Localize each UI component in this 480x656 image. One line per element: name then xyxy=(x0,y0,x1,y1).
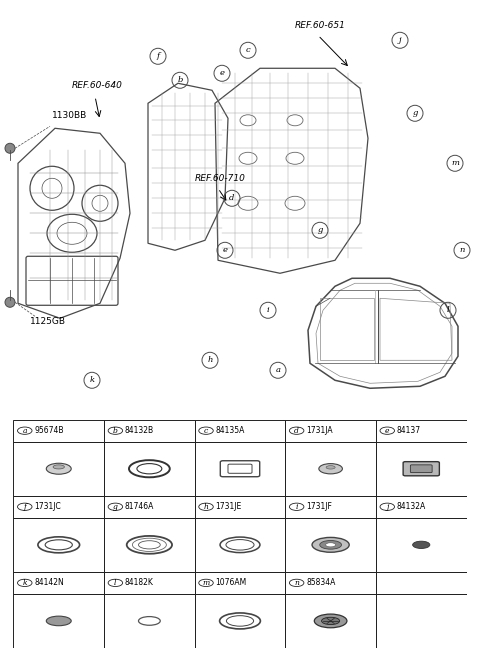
Ellipse shape xyxy=(226,540,254,550)
Text: n: n xyxy=(459,246,465,255)
Text: i: i xyxy=(267,306,269,314)
Bar xyxy=(376,441,467,496)
Ellipse shape xyxy=(322,617,340,625)
Text: 1731JA: 1731JA xyxy=(306,426,333,435)
Text: 1731JC: 1731JC xyxy=(34,502,61,511)
Text: g: g xyxy=(317,226,323,234)
Bar xyxy=(376,518,467,572)
Bar xyxy=(376,420,467,441)
Ellipse shape xyxy=(227,616,253,626)
Text: b: b xyxy=(177,76,183,84)
Text: REF.60-651: REF.60-651 xyxy=(295,21,346,30)
Text: h: h xyxy=(207,356,213,364)
Bar xyxy=(195,518,285,572)
Text: m: m xyxy=(451,159,459,167)
Ellipse shape xyxy=(325,543,336,547)
Ellipse shape xyxy=(53,465,64,469)
Text: c: c xyxy=(246,47,251,54)
Text: REF.60-710: REF.60-710 xyxy=(195,174,246,183)
Text: g: g xyxy=(412,110,418,117)
Text: l: l xyxy=(114,579,117,587)
Text: j: j xyxy=(386,502,388,511)
Circle shape xyxy=(5,297,15,307)
Text: c: c xyxy=(204,426,208,435)
Text: k: k xyxy=(23,579,27,587)
Bar xyxy=(285,441,376,496)
Text: b: b xyxy=(113,426,118,435)
Bar xyxy=(104,420,195,441)
Bar xyxy=(104,518,195,572)
Ellipse shape xyxy=(314,614,347,628)
Text: h: h xyxy=(204,502,208,511)
Bar xyxy=(376,496,467,518)
Bar xyxy=(13,518,104,572)
Text: k: k xyxy=(89,377,95,384)
Text: 84137: 84137 xyxy=(397,426,421,435)
Bar xyxy=(104,572,195,594)
Text: 81746A: 81746A xyxy=(125,502,154,511)
Text: j: j xyxy=(399,36,401,44)
Bar xyxy=(195,496,285,518)
Bar xyxy=(285,496,376,518)
Bar xyxy=(285,518,376,572)
Text: m: m xyxy=(203,579,210,587)
Text: 84132A: 84132A xyxy=(397,502,426,511)
Text: e: e xyxy=(219,70,225,77)
Bar xyxy=(195,594,285,648)
Text: f: f xyxy=(24,502,26,511)
Text: d: d xyxy=(229,194,235,202)
Text: 1125GB: 1125GB xyxy=(30,318,66,326)
Ellipse shape xyxy=(326,466,335,469)
Text: e: e xyxy=(385,426,389,435)
Text: 84182K: 84182K xyxy=(125,579,154,587)
Text: a: a xyxy=(276,366,280,375)
FancyBboxPatch shape xyxy=(403,462,439,476)
Text: 85834A: 85834A xyxy=(306,579,336,587)
Text: l: l xyxy=(447,306,449,314)
Circle shape xyxy=(5,143,15,154)
FancyBboxPatch shape xyxy=(410,465,432,472)
Bar xyxy=(195,420,285,441)
Ellipse shape xyxy=(46,616,71,626)
Text: 1076AM: 1076AM xyxy=(216,579,247,587)
Text: a: a xyxy=(23,426,27,435)
Ellipse shape xyxy=(46,463,71,474)
Ellipse shape xyxy=(45,540,72,550)
Bar xyxy=(104,594,195,648)
Bar xyxy=(285,572,376,594)
Text: REF.60-640: REF.60-640 xyxy=(72,81,123,91)
Bar xyxy=(104,496,195,518)
Text: n: n xyxy=(294,579,299,587)
Bar xyxy=(285,594,376,648)
Ellipse shape xyxy=(413,541,430,548)
Bar xyxy=(376,594,467,648)
Text: 1731JE: 1731JE xyxy=(216,502,242,511)
Ellipse shape xyxy=(320,541,341,549)
Text: e: e xyxy=(223,246,228,255)
Bar xyxy=(285,420,376,441)
Bar xyxy=(13,594,104,648)
Ellipse shape xyxy=(312,537,349,552)
Bar xyxy=(376,572,467,594)
Text: g: g xyxy=(113,502,118,511)
Text: 1731JF: 1731JF xyxy=(306,502,332,511)
Text: i: i xyxy=(295,502,298,511)
Bar xyxy=(195,572,285,594)
Bar xyxy=(13,441,104,496)
Bar xyxy=(13,420,104,441)
Text: f: f xyxy=(156,52,159,60)
Bar xyxy=(13,572,104,594)
Text: 84135A: 84135A xyxy=(216,426,245,435)
Text: 1130BB: 1130BB xyxy=(52,112,87,120)
Text: 95674B: 95674B xyxy=(34,426,64,435)
Ellipse shape xyxy=(139,541,160,549)
Text: 84142N: 84142N xyxy=(34,579,64,587)
Text: d: d xyxy=(294,426,299,435)
Bar xyxy=(104,441,195,496)
Bar xyxy=(195,441,285,496)
Ellipse shape xyxy=(137,464,162,474)
Bar xyxy=(13,496,104,518)
Ellipse shape xyxy=(319,464,342,474)
Text: 84132B: 84132B xyxy=(125,426,154,435)
